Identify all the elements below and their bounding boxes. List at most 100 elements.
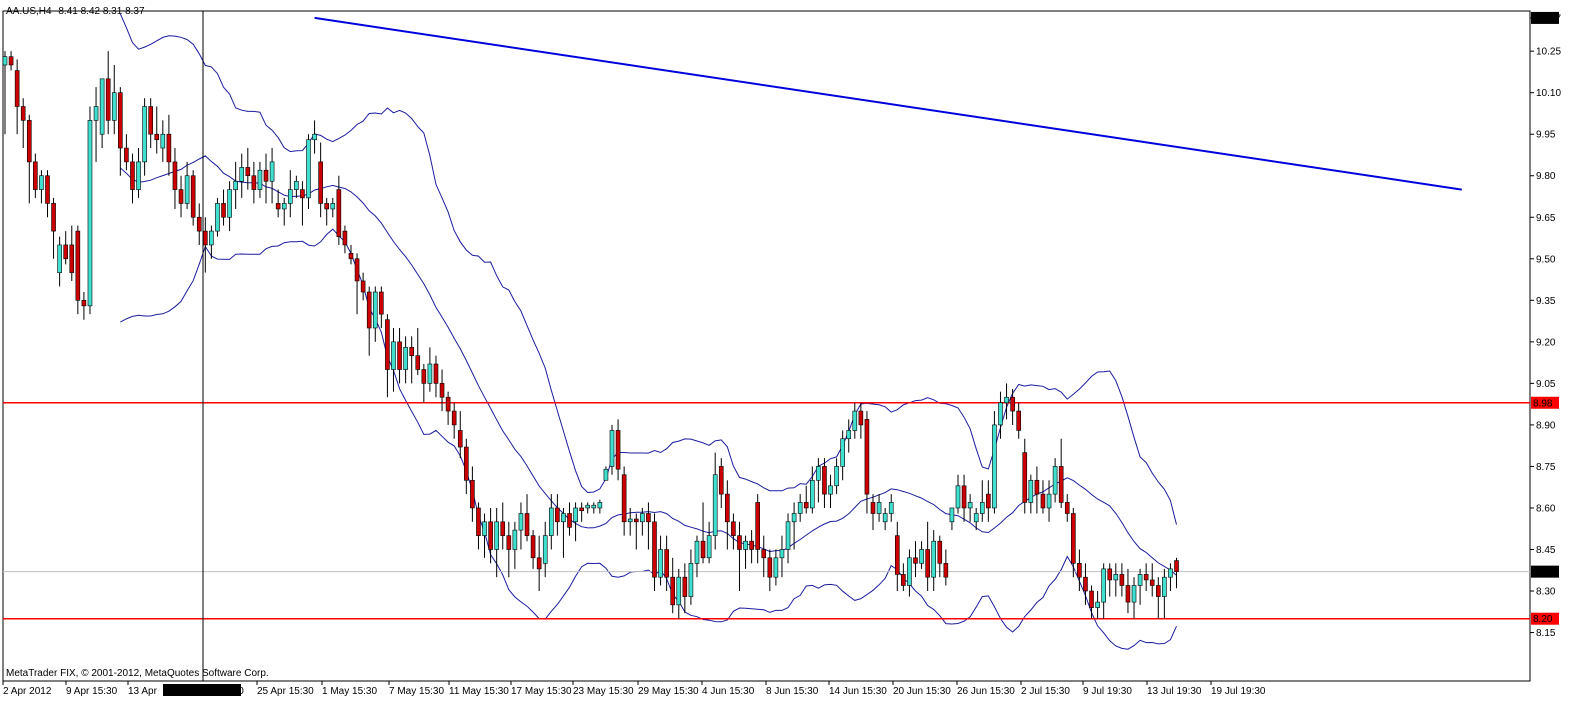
last-price-label: 8.37 — [1531, 565, 1559, 578]
candle — [275, 189, 281, 218]
candle — [294, 175, 299, 198]
cursor-time-text: 2012.04.19 19:30 — [166, 686, 244, 697]
candle-body — [221, 203, 226, 218]
candle — [1028, 474, 1034, 514]
x-tick-label: 13 Apr — [128, 686, 158, 697]
candle-body — [203, 230, 208, 246]
candle — [287, 170, 293, 218]
candle-body — [136, 161, 141, 190]
candle-body — [888, 502, 894, 514]
candle-body — [664, 549, 669, 578]
candle — [633, 513, 639, 550]
candle-body — [1137, 574, 1143, 586]
candle — [421, 363, 427, 403]
candle-body — [372, 291, 378, 329]
candle — [93, 87, 99, 162]
candle — [773, 549, 779, 586]
candle — [1131, 577, 1137, 619]
y-tick-label: 9.95 — [1536, 130, 1556, 141]
candle — [348, 244, 354, 265]
candle — [1004, 383, 1009, 420]
candle — [536, 535, 542, 592]
candle — [676, 568, 682, 619]
candle-body — [488, 521, 493, 550]
candle-body — [1174, 560, 1179, 572]
candle-body — [828, 485, 833, 495]
candle-body — [1162, 576, 1167, 597]
candle — [111, 64, 117, 135]
candle — [233, 161, 238, 209]
candle — [172, 148, 178, 209]
candle-body — [397, 341, 402, 370]
candle — [1022, 438, 1028, 514]
candle-body — [840, 438, 845, 467]
trendline[interactable] — [314, 16, 1462, 191]
candle — [227, 181, 232, 232]
candle — [591, 502, 597, 514]
candle — [57, 236, 62, 287]
candle-body — [834, 466, 839, 487]
candle — [160, 120, 166, 162]
candle-body — [1149, 579, 1155, 586]
candle-body — [215, 203, 220, 232]
candle-body — [433, 363, 439, 384]
candle — [14, 59, 20, 135]
candle-body — [646, 513, 651, 523]
candle-body — [1022, 452, 1028, 503]
candle — [39, 170, 44, 204]
candle — [791, 502, 797, 550]
candle-body — [518, 513, 524, 531]
candle-body — [1028, 479, 1034, 503]
candle-body — [1168, 568, 1173, 578]
time-axis: 2 Apr 2012 9 Apr 15:30 13 Apr 25 Apr 15:30 1… — [2, 681, 1266, 697]
candle-body — [1083, 576, 1088, 592]
candle-body — [973, 513, 979, 523]
candle — [8, 51, 14, 71]
x-tick-label: 14 Jun 15:30 — [829, 686, 887, 697]
candle — [1162, 568, 1167, 619]
candle — [385, 314, 390, 398]
candle — [360, 272, 366, 301]
candle — [967, 494, 973, 522]
candle — [336, 175, 342, 245]
candle-body — [457, 430, 463, 448]
candle — [585, 502, 591, 514]
candle — [1052, 458, 1058, 503]
candle-body — [227, 189, 232, 218]
candle — [209, 225, 214, 259]
candle — [718, 458, 724, 508]
trendline-group[interactable] — [314, 16, 1462, 191]
candle — [245, 148, 251, 190]
candle — [500, 502, 506, 550]
hline-label-820: 8.20 — [1531, 612, 1559, 625]
candle — [397, 328, 402, 384]
candle-body — [676, 576, 682, 606]
candle — [597, 499, 603, 514]
candle — [427, 347, 433, 392]
candle-body — [694, 540, 700, 564]
candle-body — [494, 521, 499, 550]
candle-body — [907, 557, 912, 586]
candle — [239, 153, 245, 198]
candle-body — [105, 78, 111, 121]
candle — [354, 253, 360, 315]
price-axis: 10.37 10.25 10.10 9.95 9.80 9.65 9.50 9.35 9.20 9… — [1530, 11, 1561, 639]
candle-body — [743, 540, 748, 550]
candle — [87, 106, 93, 315]
cursor-time-bg — [163, 684, 241, 696]
candle — [700, 502, 706, 564]
candle — [743, 535, 748, 569]
candle — [488, 507, 493, 564]
candle — [1113, 563, 1119, 597]
candle-body — [451, 410, 457, 426]
candle — [81, 292, 87, 320]
candle — [882, 507, 888, 531]
candle-body — [190, 175, 196, 218]
candle — [312, 120, 317, 154]
candle — [1077, 549, 1082, 592]
candle-body — [810, 479, 815, 509]
horizontal-lines[interactable] — [3, 402, 1530, 620]
candle-body — [712, 474, 718, 536]
candle — [281, 197, 287, 226]
